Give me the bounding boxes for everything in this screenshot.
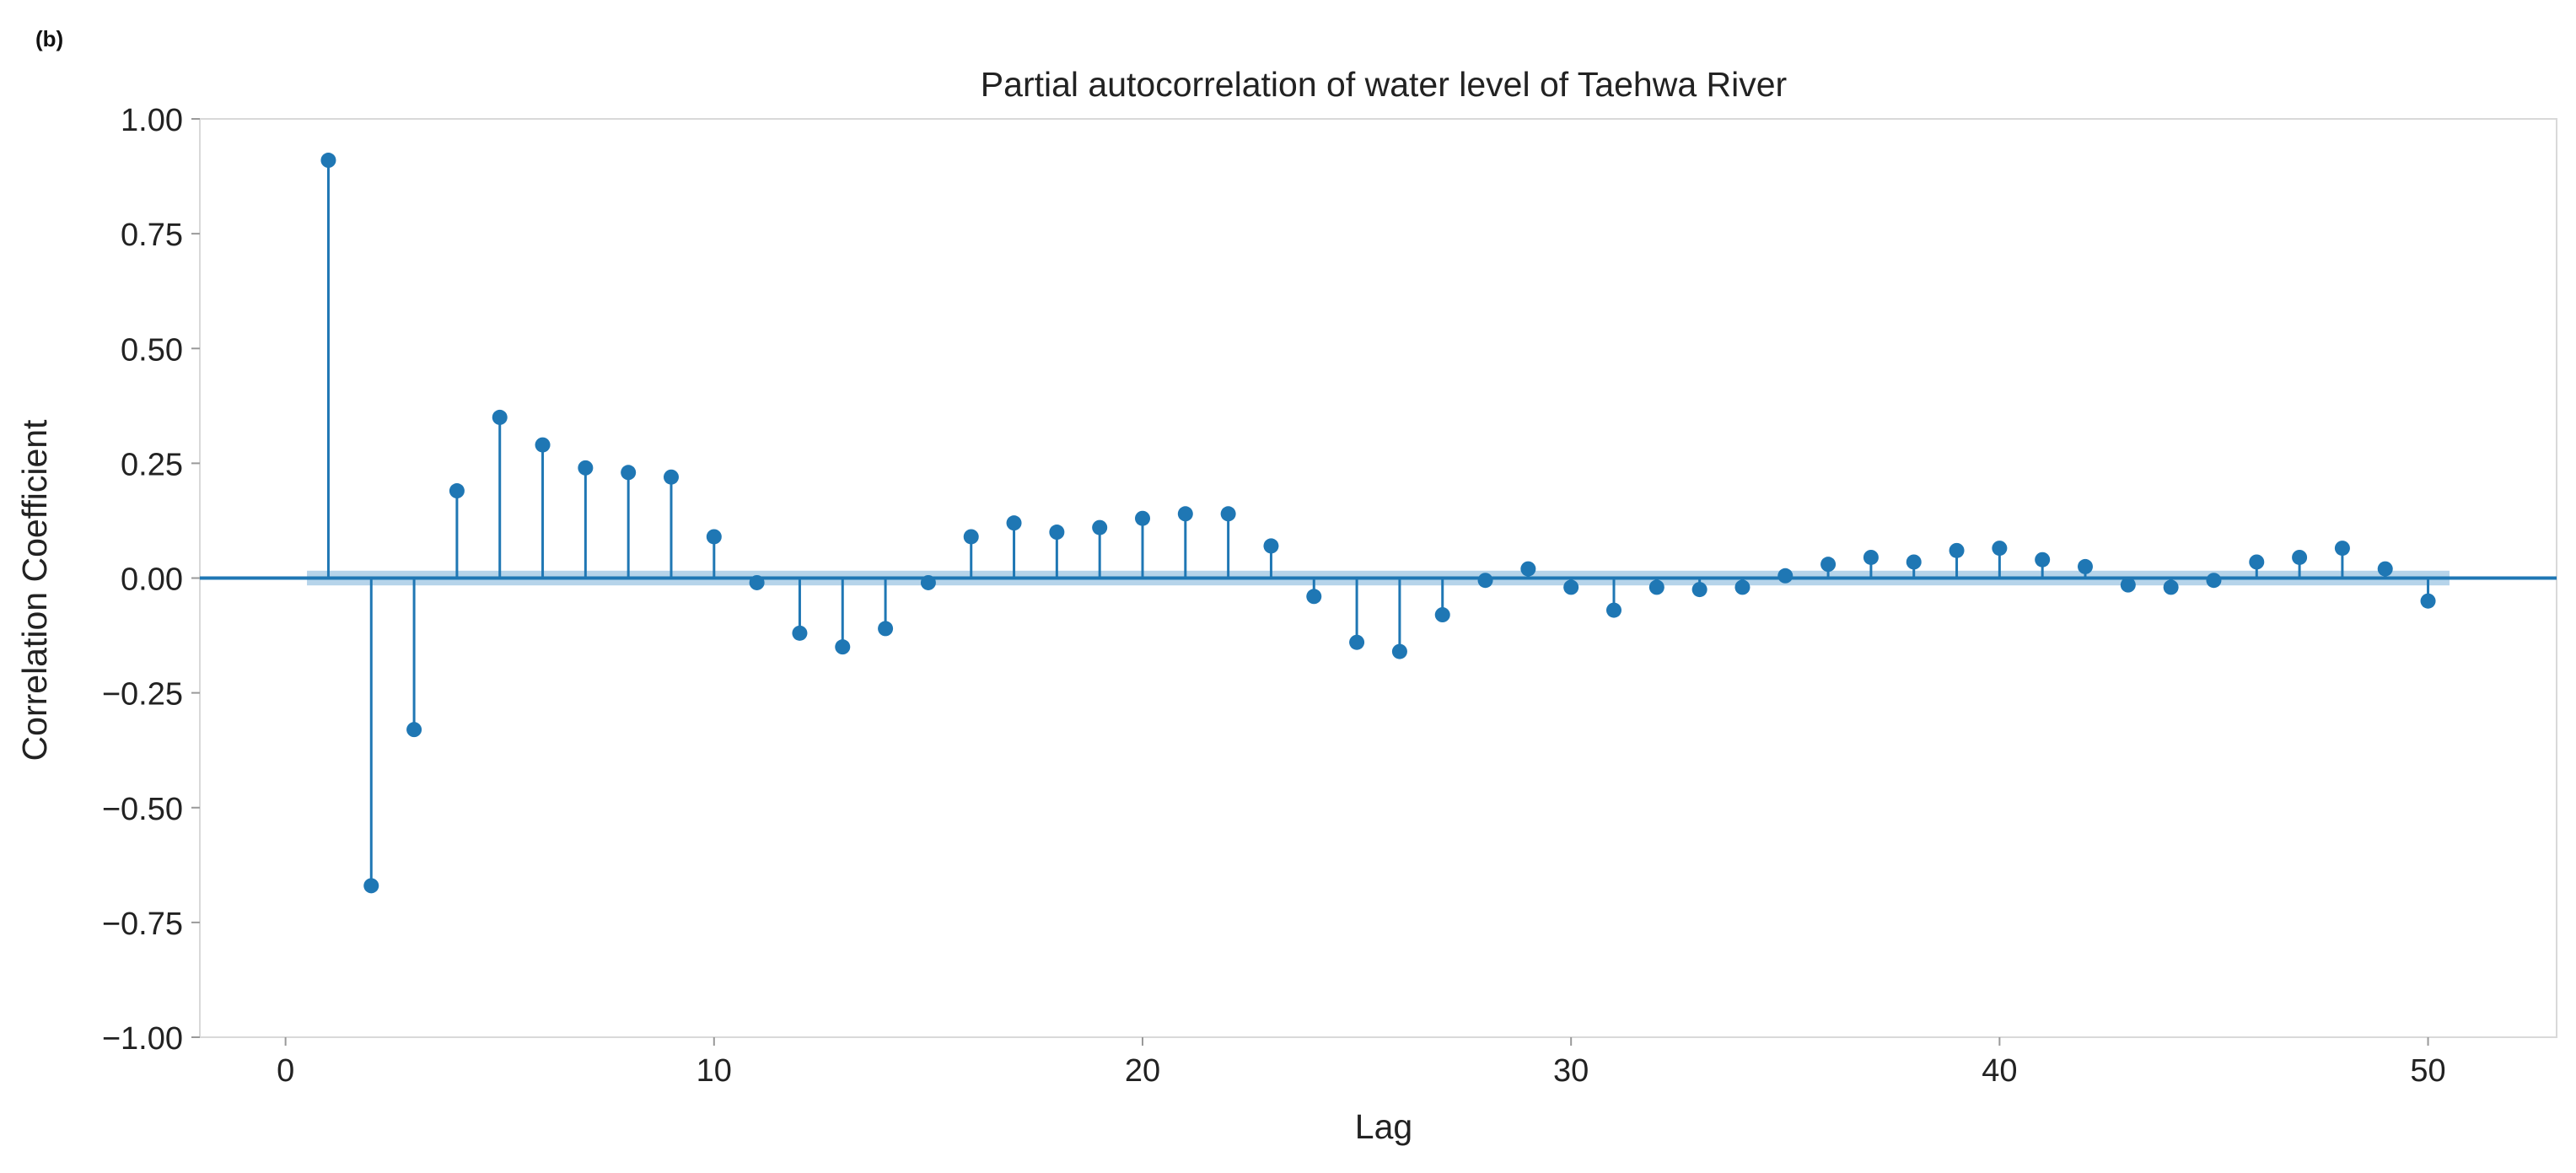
pacf-marker	[1648, 579, 1664, 595]
pacf-marker	[1477, 573, 1493, 589]
pacf-marker	[1177, 506, 1193, 522]
y-tick-label: 0.00	[121, 562, 183, 598]
pacf-marker	[1863, 549, 1879, 565]
x-tick-label: 30	[1553, 1053, 1589, 1089]
pacf-marker	[1220, 506, 1236, 522]
pacf-marker	[1777, 568, 1794, 584]
pacf-marker	[2377, 561, 2393, 577]
pacf-marker	[1992, 541, 2008, 557]
pacf-marker	[920, 574, 936, 590]
pacf-marker	[1135, 510, 1150, 526]
y-tick-label: 0.25	[121, 447, 183, 482]
pacf-marker	[2420, 593, 2436, 609]
pacf-marker	[2334, 541, 2350, 557]
x-tick-label: 10	[696, 1053, 732, 1089]
x-tick-label: 50	[2410, 1053, 2445, 1089]
pacf-marker	[406, 722, 422, 738]
pacf-marker	[2120, 577, 2136, 593]
pacf-marker	[449, 483, 465, 499]
pacf-marker	[1306, 589, 1322, 605]
pacf-marker	[1006, 515, 1022, 531]
pacf-marker	[1906, 554, 1922, 570]
pacf-marker	[963, 529, 979, 545]
y-tick-label: −0.25	[102, 677, 183, 713]
x-axis-label: Lag	[1355, 1107, 1412, 1146]
pacf-marker	[1691, 582, 1707, 598]
pacf-marker	[1606, 602, 1621, 618]
pacf-marker	[578, 460, 594, 476]
pacf-marker	[2035, 552, 2051, 568]
plot-area: 1.00 0.75 0.50 0.25 0.00 −0.25 −0.50 −0.75 −1.00…	[102, 103, 2557, 1089]
pacf-marker	[1434, 607, 1450, 623]
y-tick-label: 1.00	[121, 103, 183, 138]
pacf-marker	[1349, 634, 1365, 650]
y-tick-label: −1.00	[102, 1021, 183, 1057]
pacf-marker	[2292, 549, 2308, 565]
pacf-marker	[535, 437, 551, 453]
pacf-marker	[835, 639, 851, 655]
panel-label: (b)	[35, 26, 63, 51]
pacf-marker	[792, 625, 808, 641]
pacf-marker	[1049, 525, 1065, 541]
pacf-marker	[2078, 558, 2093, 574]
pacf-marker	[2249, 554, 2265, 570]
pacf-marker	[1949, 542, 1965, 558]
pacf-marker	[320, 153, 336, 169]
pacf-marker	[1734, 579, 1750, 595]
pacf-marker	[1563, 579, 1579, 595]
pacf-marker	[878, 621, 894, 637]
pacf-marker	[363, 878, 379, 894]
pacf-marker	[2163, 579, 2179, 595]
y-tick-label: 0.50	[121, 332, 183, 368]
pacf-marker	[1520, 561, 1536, 577]
pacf-marker	[492, 409, 508, 425]
pacf-marker	[1263, 538, 1279, 554]
pacf-marker	[706, 529, 722, 545]
x-tick-label: 0	[277, 1053, 294, 1089]
chart-title: Partial autocorrelation of water level o…	[981, 65, 1787, 104]
pacf-marker	[664, 469, 679, 485]
pacf-marker	[749, 574, 765, 590]
y-tick-label: 0.75	[121, 218, 183, 253]
pacf-marker	[1391, 643, 1407, 659]
x-tick-label: 40	[1982, 1053, 2017, 1089]
pacf-marker	[2206, 573, 2222, 589]
y-tick-label: −0.50	[102, 792, 183, 827]
pacf-marker	[1092, 519, 1108, 535]
y-axis-label: Correlation Coefficient	[15, 419, 54, 761]
x-tick-label: 20	[1125, 1053, 1160, 1089]
y-tick-label: −0.75	[102, 907, 183, 942]
pacf-marker	[1820, 557, 1837, 573]
pacf-marker	[621, 465, 637, 481]
